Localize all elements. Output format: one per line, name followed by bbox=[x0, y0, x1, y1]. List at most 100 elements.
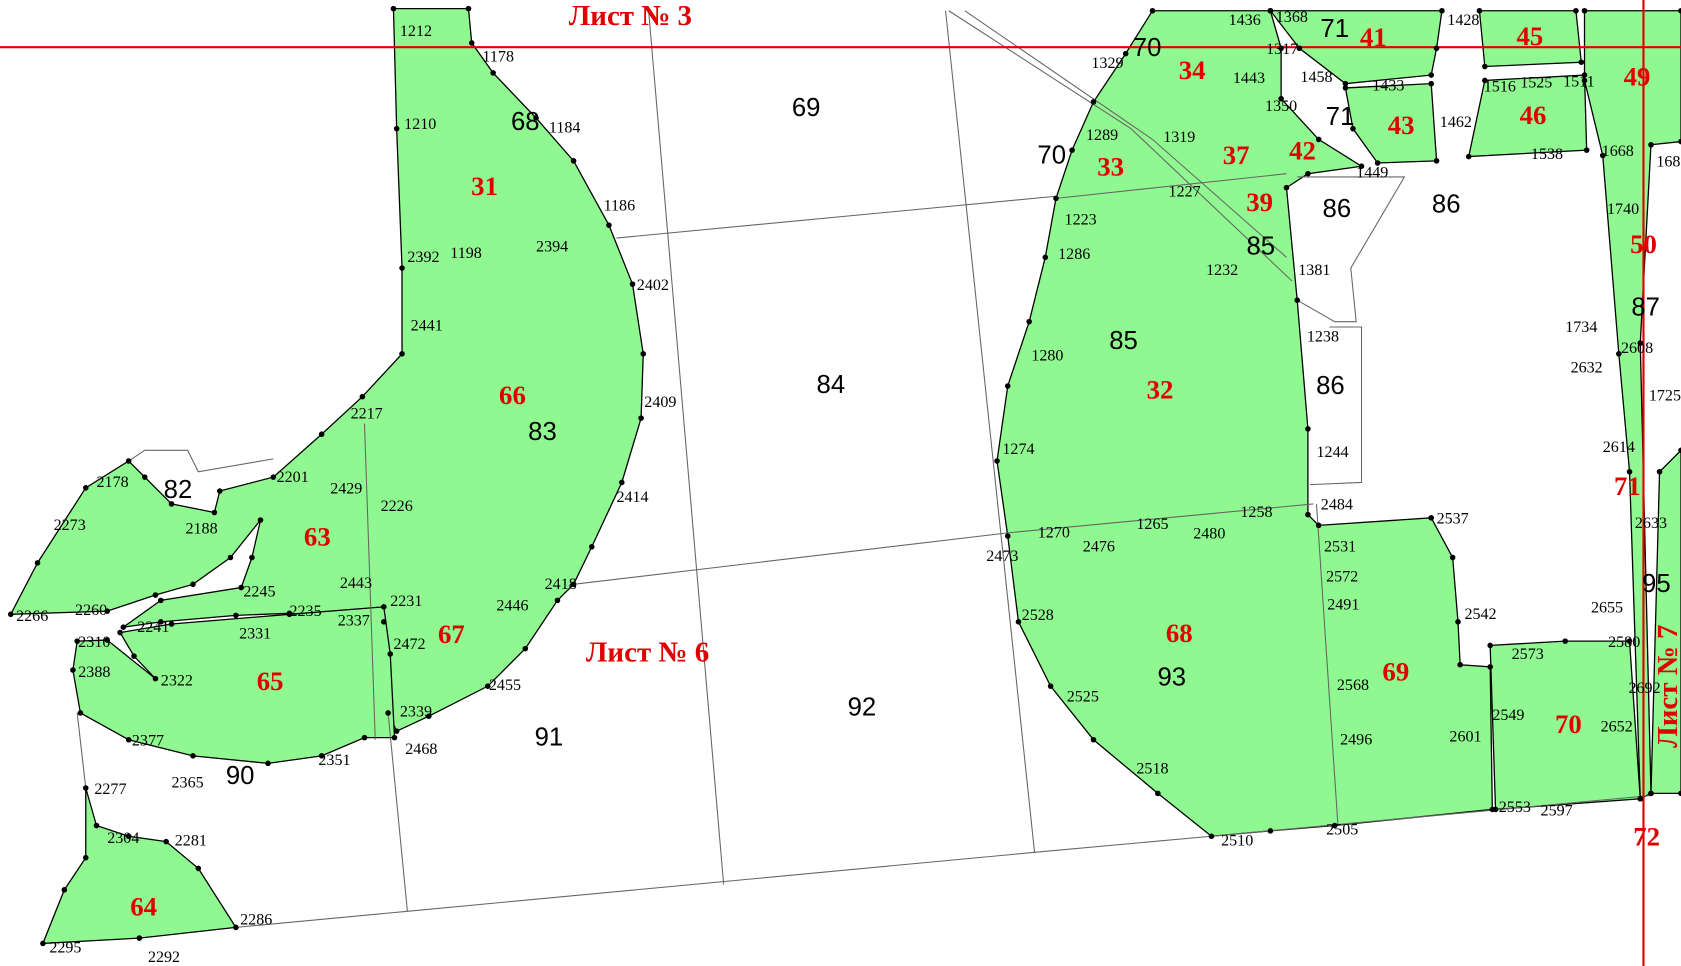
boundary-point bbox=[1678, 138, 1681, 145]
point-number: 1280 bbox=[1031, 348, 1063, 365]
quarter-number: 91 bbox=[535, 723, 564, 751]
boundary-point bbox=[77, 710, 84, 716]
point-number: 2266 bbox=[16, 608, 48, 625]
point-number: 1734 bbox=[1565, 319, 1597, 336]
point-number: 2510 bbox=[1221, 832, 1253, 849]
boundary-point bbox=[1678, 790, 1681, 797]
point-number: 1433 bbox=[1372, 78, 1404, 95]
boundary-point bbox=[136, 935, 143, 941]
point-number: 2277 bbox=[94, 781, 126, 798]
boundary-point bbox=[34, 560, 41, 566]
point-number: 2633 bbox=[1635, 515, 1667, 532]
quarter-number: 95 bbox=[1642, 570, 1671, 598]
boundary-line bbox=[1310, 326, 1363, 486]
boundary-point bbox=[1208, 833, 1215, 840]
parcel-number: 72 bbox=[1633, 822, 1660, 852]
boundary-point bbox=[141, 474, 148, 480]
parcel-number: 67 bbox=[438, 619, 465, 649]
quarter-number: 93 bbox=[1157, 663, 1186, 691]
parcel-number: 68 bbox=[1166, 618, 1193, 648]
boundary-point bbox=[227, 554, 234, 561]
boundary-point bbox=[399, 265, 405, 271]
parcel-number: 39 bbox=[1246, 187, 1273, 217]
boundary-point bbox=[163, 838, 169, 845]
point-number: 2614 bbox=[1603, 439, 1635, 456]
point-number: 1223 bbox=[1065, 212, 1097, 229]
boundary-point bbox=[1069, 147, 1075, 153]
boundary-point bbox=[1428, 515, 1434, 521]
point-number: 1381 bbox=[1298, 262, 1330, 279]
boundary-line bbox=[128, 449, 274, 473]
boundary-line bbox=[76, 712, 87, 789]
boundary-line bbox=[1007, 503, 1314, 534]
boundary-line bbox=[945, 10, 1036, 853]
boundary-point bbox=[125, 833, 132, 840]
boundary-point bbox=[554, 597, 561, 604]
parcel-number: 64 bbox=[130, 891, 157, 921]
boundary-point bbox=[588, 544, 595, 550]
boundary-point bbox=[131, 653, 137, 659]
labels: 1212 1178 1210 1184 1186 2392 1198 2394 2402 2441… bbox=[16, 0, 1681, 966]
quarter-number: 68 bbox=[511, 108, 540, 136]
boundary-point bbox=[1656, 468, 1663, 475]
boundary-point bbox=[1331, 822, 1338, 829]
point-number: 2491 bbox=[1327, 596, 1359, 613]
point-number: 2542 bbox=[1464, 606, 1496, 623]
boundary-line bbox=[964, 10, 1287, 258]
boundary-point bbox=[104, 637, 110, 643]
boundary-point bbox=[318, 753, 325, 759]
point-number: 1319 bbox=[1163, 129, 1195, 146]
parcel-number: 33 bbox=[1097, 152, 1124, 182]
boundary-point bbox=[1457, 661, 1463, 668]
point-number: 1516 bbox=[1484, 79, 1516, 96]
boundary-point bbox=[468, 40, 475, 46]
boundary-point bbox=[1305, 170, 1311, 177]
point-number: 1538 bbox=[1531, 146, 1563, 163]
boundary-line bbox=[387, 712, 408, 912]
point-number: 2632 bbox=[1571, 360, 1603, 377]
boundary-point bbox=[1578, 59, 1585, 66]
boundary-point bbox=[211, 509, 218, 516]
point-number: 168 bbox=[1656, 154, 1680, 171]
boundary-point bbox=[381, 604, 387, 610]
point-number: 2505 bbox=[1326, 822, 1358, 839]
boundary-point bbox=[1122, 50, 1129, 57]
boundary-point bbox=[1374, 160, 1381, 166]
point-number: 1443 bbox=[1233, 70, 1265, 87]
point-number: 1668 bbox=[1602, 143, 1634, 160]
boundary-point bbox=[1342, 85, 1349, 91]
boundary-point bbox=[1015, 619, 1022, 625]
boundary-point bbox=[490, 70, 496, 76]
boundary-point bbox=[391, 734, 398, 741]
point-number: 2443 bbox=[340, 575, 372, 592]
boundary-point bbox=[318, 431, 325, 438]
boundary-point bbox=[158, 597, 164, 604]
boundary-point bbox=[1581, 77, 1588, 84]
parcel-number: 63 bbox=[304, 521, 331, 551]
boundary-point bbox=[125, 458, 132, 464]
boundary-point bbox=[1449, 554, 1456, 561]
point-number: 1368 bbox=[1276, 9, 1308, 26]
boundary-line bbox=[1055, 173, 1287, 199]
point-number: 2601 bbox=[1449, 728, 1481, 745]
parcel-number: 32 bbox=[1147, 375, 1174, 405]
point-number: 1462 bbox=[1440, 114, 1472, 131]
point-number: 2292 bbox=[148, 949, 180, 966]
point-number: 1329 bbox=[1091, 55, 1123, 72]
boundary-point bbox=[1090, 736, 1097, 743]
point-number: 2446 bbox=[496, 598, 528, 615]
boundary-point bbox=[1492, 806, 1499, 813]
point-number: 1270 bbox=[1038, 525, 1070, 542]
boundary-point bbox=[1042, 254, 1049, 261]
point-number: 1238 bbox=[1307, 328, 1339, 345]
parcel-number: 71 bbox=[1614, 471, 1641, 501]
boundary-line bbox=[573, 532, 1008, 585]
point-number: 2201 bbox=[277, 469, 309, 486]
boundary-point bbox=[1267, 7, 1274, 14]
quarter-number: 85 bbox=[1246, 232, 1275, 260]
boundary-line bbox=[1296, 176, 1406, 323]
boundary-point bbox=[485, 683, 491, 689]
point-number: 2304 bbox=[107, 830, 139, 847]
boundary-point bbox=[522, 645, 529, 652]
boundary-point bbox=[265, 760, 271, 767]
